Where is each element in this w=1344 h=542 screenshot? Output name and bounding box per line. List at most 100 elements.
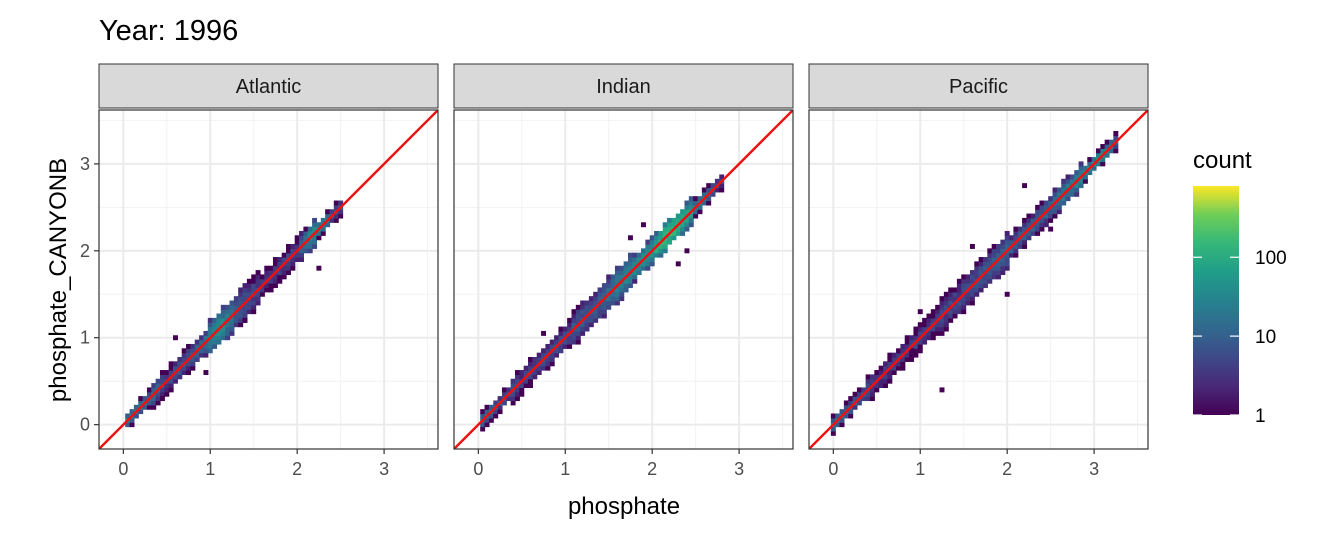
heatmap-bin — [948, 287, 954, 293]
heatmap-bin — [904, 356, 910, 362]
heatmap-bin — [294, 252, 300, 258]
heatmap-bin — [251, 309, 257, 315]
heatmap-bin — [238, 322, 244, 328]
legend-colorbar — [1193, 186, 1239, 415]
heatmap-bin — [1113, 144, 1119, 149]
heatmap-bin — [887, 361, 893, 367]
heatmap-bin — [961, 304, 967, 310]
heatmap-bin — [649, 239, 655, 245]
heatmap-bin — [883, 361, 888, 367]
heatmap-bin — [961, 309, 967, 315]
heatmap-bin — [255, 270, 261, 276]
heatmap-bin — [194, 356, 200, 362]
heatmap-bin — [203, 343, 209, 349]
heatmap-bin — [1039, 222, 1045, 228]
heatmap-bin — [606, 274, 612, 280]
heatmap-bin — [251, 278, 257, 284]
heatmap-bin — [1069, 191, 1075, 197]
heatmap-bin — [719, 187, 725, 193]
heatmap-bin — [186, 370, 192, 375]
heatmap-bin — [1065, 174, 1071, 180]
heatmap-bin — [1013, 248, 1019, 254]
heatmap-bin — [541, 365, 547, 371]
x-tick-label: 2 — [292, 459, 302, 479]
heatmap-bin — [939, 326, 945, 332]
heatmap-bin — [1052, 187, 1058, 193]
heatmap-bin — [606, 296, 612, 302]
heatmap-bin — [268, 283, 274, 289]
heatmap-bin — [541, 348, 547, 354]
heatmap-bin — [190, 365, 196, 371]
heatmap-bin — [956, 278, 962, 284]
heatmap-bin — [874, 374, 880, 380]
heatmap-bin — [1082, 165, 1088, 171]
heatmap-bin — [1009, 239, 1015, 245]
heatmap-bin — [1039, 226, 1045, 232]
heatmap-bin — [264, 274, 270, 280]
heatmap-bin — [1078, 183, 1084, 189]
heatmap-bin — [325, 222, 331, 228]
heatmap-bin — [965, 300, 971, 306]
heatmap-bin — [623, 265, 629, 271]
heatmap-bin — [225, 330, 231, 336]
heatmap-bin — [667, 235, 673, 241]
heatmap-bin — [181, 348, 187, 354]
heatmap-bin — [575, 330, 581, 336]
heatmap-bin — [523, 378, 529, 384]
heatmap-bin — [575, 313, 581, 319]
heatmap-bin — [501, 391, 507, 397]
x-tick-label: 1 — [915, 459, 925, 479]
heatmap-bin — [991, 252, 997, 258]
heatmap-bin — [1035, 209, 1041, 215]
heatmap-bin — [177, 370, 183, 375]
heatmap-bin — [843, 413, 849, 419]
heatmap-bin — [1069, 178, 1075, 184]
heatmap-bin — [151, 383, 157, 389]
heatmap-bins — [480, 174, 725, 432]
heatmap-bin — [974, 274, 980, 280]
heatmap-bin — [225, 304, 231, 310]
heatmap-bin — [1052, 204, 1058, 210]
heatmap-bin — [220, 326, 226, 332]
heatmap-bin — [242, 283, 248, 289]
heatmap-bin — [974, 283, 980, 289]
heatmap-bin — [969, 278, 975, 284]
heatmap-bin — [1052, 213, 1058, 219]
heatmap-bin — [710, 191, 716, 197]
heatmap-bin — [930, 326, 936, 332]
heatmap-bin — [649, 252, 655, 258]
heatmap-bin — [129, 417, 135, 423]
heatmap-bin — [307, 243, 313, 249]
heatmap-bin — [645, 243, 651, 249]
heatmap-bin — [1009, 235, 1015, 241]
heatmap-bin — [242, 304, 248, 310]
heatmap-bin — [632, 261, 638, 267]
facet-strip-label: Pacific — [949, 76, 1008, 98]
heatmap-bin — [1078, 165, 1084, 171]
heatmap-bin — [706, 187, 712, 193]
heatmap-bin — [935, 313, 941, 319]
heatmap-bin — [961, 287, 967, 293]
heatmap-bin — [151, 400, 157, 406]
heatmap-bin — [839, 422, 845, 428]
heatmap-bin — [238, 313, 244, 319]
heatmap-bin — [597, 304, 603, 310]
heatmap-bin — [286, 252, 291, 258]
heatmap-bin — [956, 309, 962, 315]
heatmap-bin — [610, 278, 616, 284]
heatmap-bin — [246, 300, 252, 306]
heatmap-bin — [701, 200, 707, 206]
heatmap-bin-outlier — [1022, 183, 1028, 189]
x-tick-label: 1 — [560, 459, 570, 479]
heatmap-bin — [982, 274, 988, 280]
heatmap-bin — [835, 422, 841, 428]
heatmap-bin — [164, 387, 170, 393]
heatmap-bin — [307, 239, 313, 245]
heatmap-bin — [528, 383, 533, 389]
heatmap-bin-outlier — [909, 348, 915, 354]
heatmap-bin — [943, 300, 949, 306]
facet-strip — [98, 63, 439, 109]
heatmap-bin — [1056, 204, 1062, 210]
heatmap-bin — [536, 370, 542, 375]
